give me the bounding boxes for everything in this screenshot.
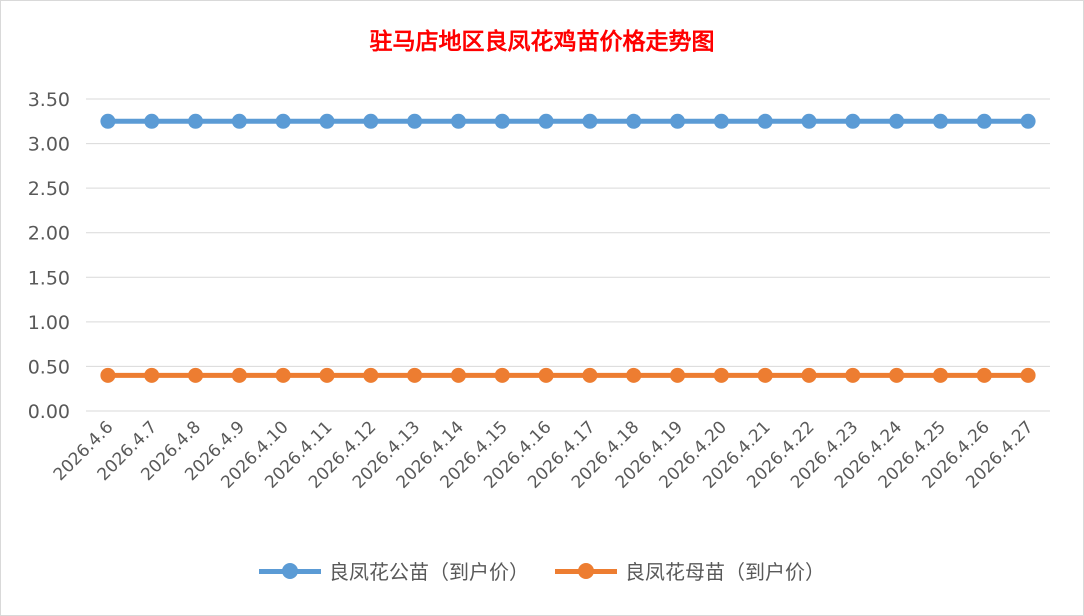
data-point (144, 367, 160, 383)
data-point (407, 113, 423, 129)
legend-item-male: 良凤花公苗（到户价） (259, 556, 529, 585)
y-tick-label: 0.50 (28, 356, 70, 378)
data-point (757, 113, 773, 129)
chart-title: 驻马店地区良凤花鸡苗价格走势图 (369, 28, 715, 55)
data-point (100, 113, 116, 129)
data-point (319, 113, 335, 129)
legend-item-female: 良凤花母苗（到户价） (555, 556, 825, 585)
legend-label-female: 良凤花母苗（到户价） (625, 560, 825, 584)
data-point (1020, 113, 1036, 129)
legend-swatch-female (555, 557, 617, 585)
data-point (713, 113, 729, 129)
data-point (1020, 367, 1036, 383)
legend-label-male: 良凤花公苗（到户价） (329, 560, 529, 584)
y-tick-label: 2.00 (28, 223, 70, 245)
data-point (801, 113, 817, 129)
data-point (319, 367, 335, 383)
y-tick-label: 1.00 (28, 312, 70, 334)
data-point (450, 113, 466, 129)
data-point (889, 367, 905, 383)
data-point (100, 367, 116, 383)
data-point (670, 367, 686, 383)
y-tick-label: 1.50 (28, 267, 70, 289)
data-point (801, 367, 817, 383)
data-point (976, 367, 992, 383)
data-point (670, 113, 686, 129)
legend-swatch-male (259, 557, 321, 585)
data-point (231, 367, 247, 383)
y-tick-label: 3.50 (28, 89, 70, 111)
data-point (231, 113, 247, 129)
data-point (626, 113, 642, 129)
data-point (188, 367, 204, 383)
data-point (582, 113, 598, 129)
data-point (407, 367, 423, 383)
data-point (845, 113, 861, 129)
data-point (932, 113, 948, 129)
chart-legend: 良凤花公苗（到户价） 良凤花母苗（到户价） (0, 556, 1084, 585)
data-point (450, 367, 466, 383)
data-point (494, 367, 510, 383)
data-point (188, 113, 204, 129)
data-point (363, 113, 379, 129)
data-point (889, 113, 905, 129)
data-point (275, 367, 291, 383)
data-point (976, 113, 992, 129)
data-point (845, 367, 861, 383)
data-point (932, 367, 948, 383)
data-point (144, 113, 160, 129)
data-point (494, 113, 510, 129)
data-point (626, 367, 642, 383)
y-tick-label: 2.50 (28, 178, 70, 200)
data-point (582, 367, 598, 383)
data-point (538, 113, 554, 129)
data-point (713, 367, 729, 383)
y-tick-label: 0.00 (28, 401, 70, 423)
data-point (538, 367, 554, 383)
y-tick-label: 3.00 (28, 134, 70, 156)
data-point (363, 367, 379, 383)
data-point (757, 367, 773, 383)
data-point (275, 113, 291, 129)
